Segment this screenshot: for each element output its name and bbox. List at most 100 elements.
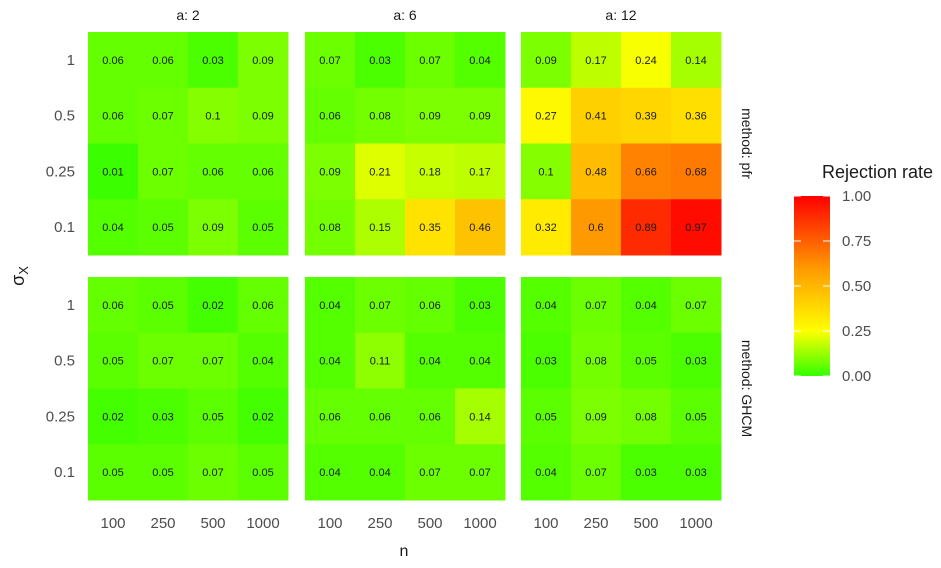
cell-label: 0.06 — [252, 166, 273, 178]
heatmap-cell — [455, 87, 506, 144]
cell-label: 0.07 — [585, 300, 606, 312]
heatmap-cell — [238, 277, 289, 334]
cell-label: 0.06 — [102, 300, 123, 312]
heatmap-cell — [621, 277, 672, 334]
heatmap-cell — [355, 199, 406, 256]
x-tick-label: 100 — [533, 515, 558, 532]
cell-label: 0.05 — [635, 356, 656, 368]
cell-label: 0.02 — [252, 411, 273, 423]
heatmap-cell — [571, 143, 622, 200]
cell-label: 0.01 — [102, 166, 123, 178]
cell-label: 0.06 — [369, 411, 390, 423]
heatmap-cell — [455, 444, 506, 501]
legend-title: Rejection rate — [822, 162, 933, 182]
cell-label: 0.07 — [152, 111, 173, 123]
cell-label: 0.06 — [102, 111, 123, 123]
cell-label: 0.09 — [419, 111, 440, 123]
heatmap-cell — [88, 332, 139, 389]
heatmap-panel: 0.06 0.06 0.03 0.09 0.06 0.07 0.1 0.09 0.01 0.07 0… — [88, 32, 289, 256]
heatmap-cell — [671, 332, 722, 389]
cell-label: 0.03 — [369, 55, 390, 67]
cell-label: 0.14 — [469, 411, 490, 423]
cell-label: 0.06 — [419, 300, 440, 312]
heatmap-cell — [138, 143, 189, 200]
y-tick-label: 0.5 — [54, 108, 75, 125]
heatmap-cell — [405, 277, 456, 334]
cell-label: 0.02 — [202, 300, 223, 312]
heatmap-cell — [621, 32, 672, 89]
y-axis-title: σX — [8, 266, 31, 286]
heatmap-cell — [238, 444, 289, 501]
heatmap-panel: 0.09 0.17 0.24 0.14 0.27 0.41 0.39 0.36 0.1 0.48 0… — [521, 32, 722, 256]
heatmap-cell — [621, 332, 672, 389]
heatmap-panel: 0.06 0.05 0.02 0.06 0.05 0.07 0.07 0.04 0.02 0.03… — [88, 277, 289, 501]
heatmap-cell — [455, 277, 506, 334]
heatmap-cell — [238, 32, 289, 89]
cell-label: 0.04 — [535, 467, 556, 479]
cell-label: 0.06 — [319, 411, 340, 423]
cell-label: 0.05 — [102, 467, 123, 479]
cell-label: 0.05 — [152, 222, 173, 234]
heatmap-cell — [188, 388, 239, 445]
heatmap-cell — [138, 32, 189, 89]
y-tick-label: 0.25 — [46, 408, 75, 425]
cell-label: 0.07 — [319, 55, 340, 67]
cell-label: 0.04 — [469, 55, 490, 67]
cell-label: 0.08 — [635, 411, 656, 423]
cell-label: 0.06 — [252, 300, 273, 312]
cell-label: 0.07 — [419, 55, 440, 67]
x-axis-title: n — [400, 543, 409, 560]
x-tick-label: 1000 — [246, 515, 279, 532]
cell-label: 0.03 — [202, 55, 223, 67]
column-strip-label: a: 2 — [176, 7, 200, 23]
cell-label: 0.09 — [319, 166, 340, 178]
heatmap-cell — [621, 388, 672, 445]
legend-tick-label: 0.25 — [842, 323, 871, 340]
heatmap-cell — [571, 332, 622, 389]
heatmap-cell — [671, 277, 722, 334]
y-tick-label: 1 — [67, 52, 75, 69]
cell-label: 0.36 — [685, 111, 706, 123]
heatmap-cell — [621, 143, 672, 200]
heatmap-panel: 0.04 0.07 0.04 0.07 0.03 0.08 0.05 0.03 0.05 0.09… — [521, 277, 722, 501]
y-tick-label: 0.1 — [54, 219, 75, 236]
cell-label: 0.06 — [319, 111, 340, 123]
heatmap-cell — [521, 87, 572, 144]
cell-label: 0.66 — [635, 166, 656, 178]
cell-label: 0.09 — [469, 111, 490, 123]
cell-label: 0.48 — [585, 166, 606, 178]
heatmap-cell — [88, 444, 139, 501]
heatmap-cell — [355, 332, 406, 389]
cell-label: 0.04 — [319, 300, 340, 312]
heatmap-cell — [405, 332, 456, 389]
x-tick-label: 250 — [150, 515, 175, 532]
legend-tick-label: 0.50 — [842, 278, 871, 295]
cell-label: 0.05 — [535, 411, 556, 423]
heatmap-cell — [188, 277, 239, 334]
cell-label: 0.07 — [152, 166, 173, 178]
heatmap-cell — [188, 143, 239, 200]
heatmap-cell — [521, 388, 572, 445]
heatmap-cell — [571, 199, 622, 256]
heatmap-cell — [188, 199, 239, 256]
heatmap-cell — [671, 388, 722, 445]
cell-label: 0.06 — [152, 55, 173, 67]
cell-label: 0.04 — [102, 222, 123, 234]
cell-label: 0.03 — [685, 356, 706, 368]
cell-label: 0.08 — [369, 111, 390, 123]
heatmap-panel: 0.07 0.03 0.07 0.04 0.06 0.08 0.09 0.09 0.09 0.21… — [305, 32, 506, 256]
cell-label: 0.04 — [252, 356, 273, 368]
heatmap-cell — [305, 143, 356, 200]
x-tick-label: 500 — [633, 515, 658, 532]
cell-label: 0.15 — [369, 222, 390, 234]
heatmap-cell — [88, 87, 139, 144]
cell-label: 0.1 — [205, 111, 220, 123]
x-tick-label: 1000 — [463, 515, 496, 532]
heatmap-cell — [188, 32, 239, 89]
cell-label: 0.05 — [152, 300, 173, 312]
heatmap-cell — [238, 143, 289, 200]
x-tick-label: 500 — [417, 515, 442, 532]
cell-label: 0.04 — [469, 356, 490, 368]
cell-label: 0.89 — [635, 222, 656, 234]
heatmap-cell — [571, 32, 622, 89]
